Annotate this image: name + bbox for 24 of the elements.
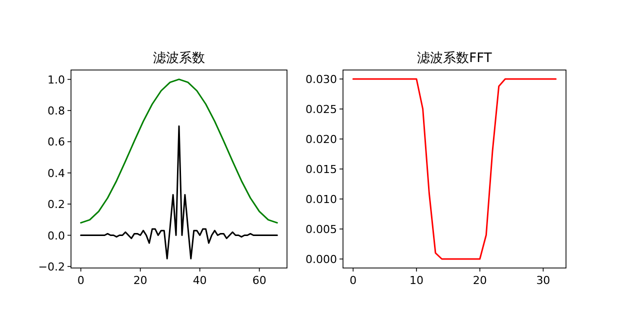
chart-title: 滤波系数: [153, 51, 205, 66]
y-tick-label: 0.020: [306, 133, 337, 146]
y-tick-label: 0.0: [48, 229, 65, 242]
y-tick-label: 0.6: [48, 136, 65, 149]
y-tick-label: 0.010: [306, 193, 337, 206]
x-tick-label: 20: [133, 274, 148, 287]
y-tick-label: 0.005: [306, 223, 337, 236]
y-tick-label: 0.025: [306, 103, 337, 116]
y-tick-label: 1.0: [48, 73, 65, 86]
y-tick-label: 0.8: [48, 104, 65, 118]
x-tick-label: 0: [77, 274, 84, 287]
y-tick-label: 0.4: [48, 166, 65, 180]
x-tick-label: 20: [472, 274, 487, 287]
y-tick-label: −0.2: [38, 260, 65, 274]
x-tick-label: 30: [536, 274, 550, 287]
x-tick-label: 10: [409, 274, 424, 287]
y-tick-label: 0.015: [306, 163, 337, 176]
x-tick-label: 60: [252, 274, 266, 287]
x-tick-label: 40: [192, 274, 207, 287]
y-tick-label: 0.000: [306, 253, 337, 266]
y-tick-label: 0.2: [48, 198, 65, 212]
y-tick-label: 0.030: [306, 73, 337, 86]
x-tick-label: 0: [350, 274, 357, 287]
chart-title: 滤波系数FFT: [417, 51, 492, 66]
